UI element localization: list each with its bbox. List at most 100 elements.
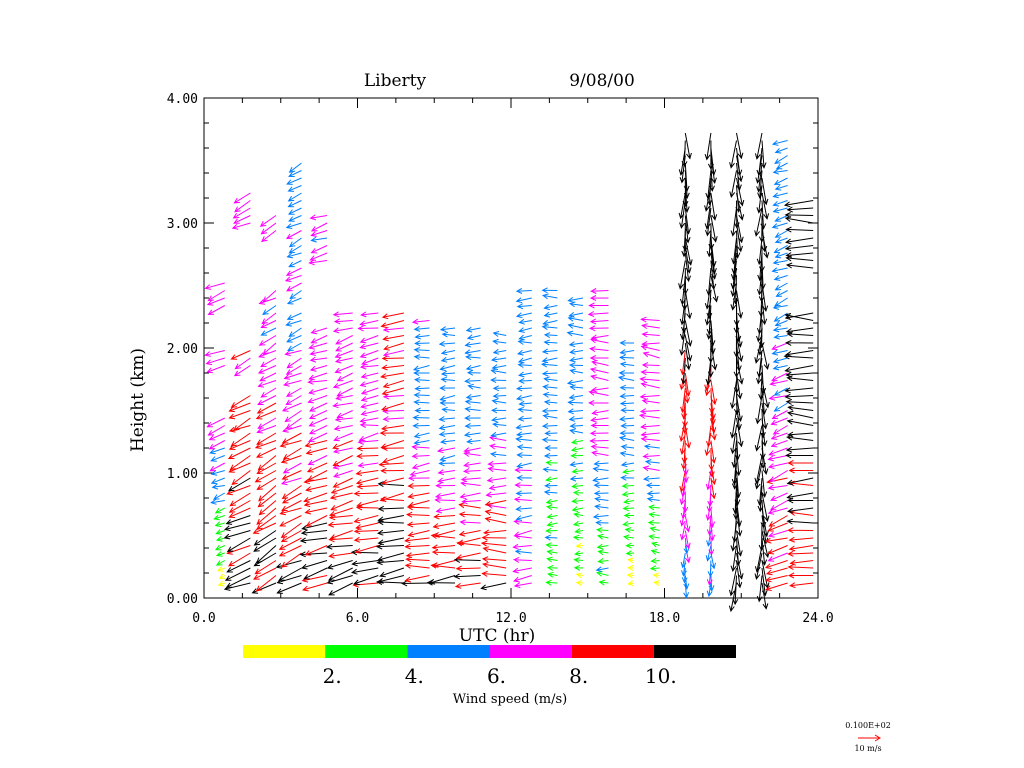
wind-vector [304, 440, 328, 448]
wind-vector [256, 462, 277, 475]
wind-vector [492, 393, 507, 399]
wind-vector [589, 295, 609, 301]
wind-vector [353, 536, 379, 543]
wind-vector [230, 432, 251, 447]
wind-vector [730, 267, 737, 298]
wind-vector [710, 252, 717, 280]
wind-vector [642, 351, 660, 359]
wind-vector [258, 500, 277, 516]
wind-vector [681, 440, 688, 464]
wind-vector [736, 530, 743, 557]
wind-vector [257, 455, 277, 471]
wind-vector [755, 395, 763, 425]
wind-vector [569, 368, 584, 375]
colorbar: 2. 4. 6. 8. 10. [243, 645, 736, 688]
wind-vector [223, 530, 251, 540]
wind-vector [544, 482, 558, 489]
wind-vector [336, 387, 353, 397]
wind-vector [465, 393, 481, 400]
wind-vector [678, 192, 686, 220]
wind-vector [736, 560, 743, 589]
wind-vector [229, 492, 251, 507]
wind-vector [772, 168, 788, 175]
wind-vector [492, 338, 507, 345]
wind-vector [543, 452, 558, 459]
wind-vector [622, 468, 635, 475]
wind-vector [774, 184, 788, 191]
wind-vector [225, 575, 251, 588]
wind-vector [785, 398, 814, 405]
wind-vector [381, 312, 405, 320]
wind-vector [765, 575, 788, 583]
wind-vector [545, 579, 558, 586]
wind-vector [590, 386, 609, 393]
wind-vector [684, 207, 691, 235]
wind-vector [590, 443, 609, 450]
wind-vector [308, 432, 328, 443]
wind-vector [594, 504, 609, 510]
wind-vector [569, 301, 584, 308]
wind-vector [571, 506, 584, 513]
wind-vector [515, 424, 532, 430]
wind-vector [463, 431, 481, 438]
wind-vector [761, 492, 770, 523]
wind-vector [541, 293, 558, 300]
wind-vector [681, 305, 687, 334]
wind-vector [574, 550, 584, 557]
wind-vector [736, 132, 744, 160]
wind-vector [785, 371, 814, 378]
wind-vector [620, 461, 635, 468]
wind-vector [359, 363, 379, 370]
wind-vector [428, 575, 456, 585]
wind-vector [619, 361, 635, 368]
wind-vector [262, 305, 277, 316]
wind-vector [332, 440, 353, 450]
wind-vector [641, 323, 660, 330]
wind-vector [413, 354, 430, 360]
wind-vector [356, 483, 379, 490]
wind-vector [732, 575, 739, 606]
wind-vector [639, 376, 660, 383]
wind-vector [413, 399, 430, 406]
wind-vector [573, 564, 584, 571]
wind-vector [307, 470, 328, 481]
wind-vector [379, 492, 405, 502]
wind-vector [730, 380, 737, 410]
wind-vector [464, 423, 481, 429]
x-tick-label: 0.0 [192, 611, 215, 626]
y-axis-label: Height (km) [128, 348, 148, 452]
wind-vector [413, 347, 430, 353]
wind-vector [710, 215, 718, 243]
wind-vector [459, 519, 481, 526]
wind-vector [545, 542, 558, 549]
wind-vector [769, 380, 788, 387]
wind-vector [684, 425, 692, 449]
wind-vector [517, 415, 532, 422]
wind-vector [710, 192, 718, 221]
wind-vector [492, 385, 507, 392]
wind-vector [543, 489, 558, 496]
wind-vector [513, 518, 532, 525]
wind-vector [379, 567, 405, 578]
wind-vector [758, 320, 765, 349]
wind-vector [593, 482, 609, 489]
wind-vector [789, 510, 814, 516]
wind-vector [513, 575, 532, 583]
wind-vector [588, 302, 609, 309]
wind-vector [286, 297, 302, 305]
wind-vector [360, 395, 379, 402]
wind-vector [772, 259, 788, 266]
wind-vector [255, 545, 277, 564]
wind-vector [382, 326, 404, 333]
wind-vector [356, 445, 379, 452]
wind-vector [484, 509, 507, 516]
wind-vector [679, 470, 686, 493]
wind-vector [360, 410, 379, 417]
wind-vector [541, 423, 558, 429]
wind-vector [684, 237, 693, 266]
wind-vector [414, 407, 430, 414]
wind-vector [773, 312, 788, 322]
wind-vector [491, 364, 507, 371]
wind-vector [287, 192, 302, 202]
wind-vector [257, 395, 277, 405]
